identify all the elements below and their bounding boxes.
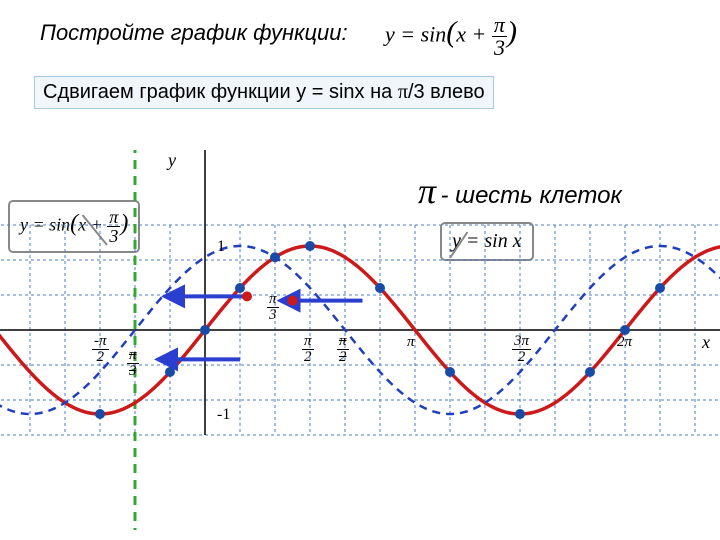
x-tick-label: 2π (617, 334, 632, 351)
title-text: Постройте график функции: (40, 20, 348, 45)
x-tick-label: π (407, 334, 415, 351)
x-tick-label: -π2 (92, 334, 109, 365)
subtitle-box: Сдвигаем график функции y = sinx на π/3 … (34, 76, 494, 109)
x-tick-label: π3 (127, 348, 139, 379)
x-tick-label: π2 (337, 334, 349, 365)
x-tick-label: π2 (302, 334, 314, 365)
x-tick-label: 3π2 (512, 334, 531, 365)
svg-text:-1: -1 (217, 406, 230, 423)
svg-text:1: 1 (217, 238, 225, 255)
x-tick-label: π3 (267, 292, 279, 323)
subtitle-text: Сдвигаем график функции y = sinx на π/3 … (43, 81, 485, 103)
page-title: Постройте график функции: (40, 20, 348, 46)
main-equation: y = sin(x + π3) (385, 14, 517, 59)
